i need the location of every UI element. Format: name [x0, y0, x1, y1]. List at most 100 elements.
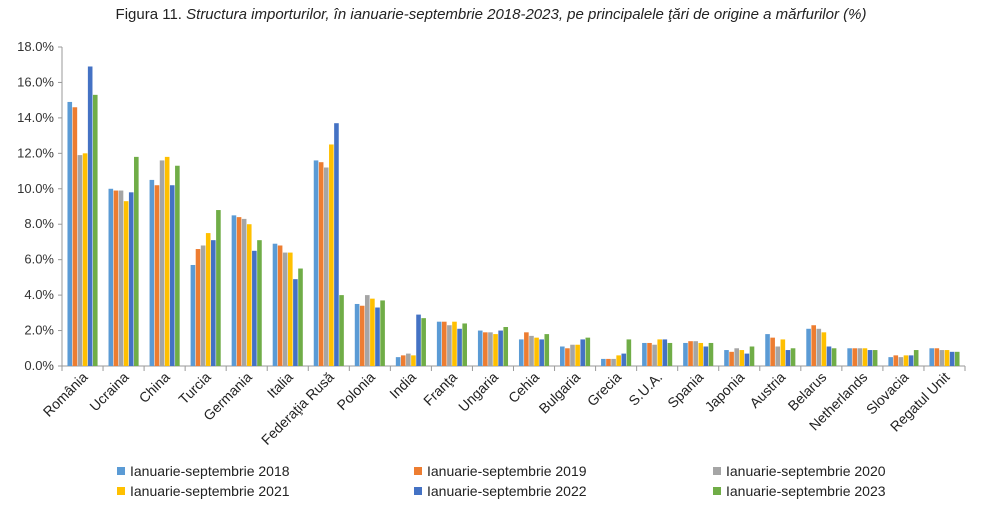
bar — [739, 350, 745, 366]
bar — [616, 355, 621, 366]
bar — [575, 344, 580, 366]
bar — [477, 330, 483, 366]
bar — [744, 353, 750, 366]
bar — [611, 358, 616, 366]
bar — [544, 334, 550, 366]
bar — [339, 295, 344, 366]
y-tick-label: 8.0% — [24, 216, 54, 231]
bar — [359, 305, 365, 366]
bar — [488, 332, 493, 366]
bar — [169, 185, 175, 366]
legend-label: Ianuarie-septembrie 2018 — [130, 463, 290, 479]
bar — [888, 357, 893, 366]
bar — [903, 355, 909, 366]
bar — [113, 190, 119, 366]
bar — [134, 156, 139, 366]
bar — [667, 342, 673, 366]
bar — [395, 357, 401, 366]
bar — [565, 348, 570, 366]
bar — [175, 165, 180, 366]
bar — [421, 318, 426, 366]
chart-title: Figura 11. Structura importurilor, în ia… — [0, 6, 982, 23]
bar — [216, 210, 221, 366]
bar — [816, 328, 822, 366]
bar — [164, 156, 170, 366]
x-tick-label: Federaţia Rusă — [258, 369, 337, 448]
bar — [898, 357, 904, 366]
y-tick-label: 2.0% — [24, 323, 54, 338]
chart-title-lead: Figura 11. — [115, 6, 182, 23]
bar — [411, 355, 416, 366]
bar — [724, 350, 729, 366]
bar — [323, 167, 329, 366]
bar — [929, 348, 935, 366]
bar — [400, 355, 406, 366]
bar — [534, 337, 539, 366]
bar — [406, 353, 411, 366]
bar — [954, 351, 960, 366]
bar — [72, 107, 78, 366]
bar — [370, 298, 375, 366]
bar — [647, 342, 652, 366]
bar — [652, 344, 657, 366]
bar — [154, 185, 160, 366]
legend: Ianuarie-septembrie 2018 Ianuarie-septemb… — [0, 460, 982, 504]
bar — [790, 348, 796, 366]
bar — [108, 188, 114, 366]
bar — [872, 350, 878, 366]
legend-item: Ianuarie-septembrie 2020 — [713, 463, 886, 479]
x-tick-label: Turcia — [175, 369, 214, 408]
y-tick-label: 16.0% — [17, 74, 54, 89]
bar — [867, 350, 873, 366]
x-tick-label: Spania — [664, 369, 706, 411]
y-tick-label: 14.0% — [17, 110, 54, 125]
bar — [749, 346, 755, 366]
bar — [698, 342, 704, 366]
bar — [354, 303, 360, 366]
bar — [662, 339, 668, 366]
legend-item: Ianuarie-septembrie 2021 — [117, 483, 290, 499]
bar — [503, 327, 509, 366]
bar — [236, 217, 242, 366]
y-axis: 0.0% 2.0% 4.0% 6.0% 8.0% 10.0% 12.0% 14.0% 16.0%… — [17, 39, 63, 373]
x-tick-label: Grecia — [584, 369, 625, 410]
y-tick-label: 6.0% — [24, 252, 54, 267]
x-tick-label: Austria — [746, 369, 788, 411]
bar — [908, 355, 914, 366]
bar — [118, 190, 124, 366]
x-tick-label: Bulgaria — [536, 369, 584, 417]
x-tick-label: Polonia — [334, 369, 378, 413]
bar — [457, 328, 462, 366]
y-tick-label: 18.0% — [17, 39, 54, 54]
bar-chart: 0.0% 2.0% 4.0% 6.0% 8.0% 10.0% 12.0% 14.0% 16.0%… — [17, 39, 966, 448]
bar — [775, 346, 781, 366]
bar — [693, 341, 698, 366]
bar — [621, 353, 627, 366]
legend-item: Ianuarie-septembrie 2022 — [414, 483, 587, 499]
bar — [364, 295, 370, 366]
bar — [493, 334, 498, 366]
x-tick-label: Franţa — [420, 369, 460, 409]
bar — [657, 339, 663, 366]
x-tick-label: România — [40, 369, 91, 420]
bar — [416, 314, 421, 366]
bar — [92, 94, 98, 366]
x-tick-label: Ungaria — [455, 369, 501, 415]
bar — [642, 342, 647, 366]
bar-series-group — [67, 66, 960, 366]
bar — [949, 351, 955, 366]
bar — [380, 300, 385, 366]
bar — [246, 224, 252, 366]
bar — [708, 342, 714, 366]
bar — [939, 350, 945, 366]
legend-label: Ianuarie-septembrie 2020 — [726, 463, 886, 479]
bar — [200, 245, 206, 366]
bar — [77, 155, 83, 366]
bar — [683, 342, 688, 366]
bar — [518, 339, 524, 366]
y-tick-label: 0.0% — [24, 358, 54, 373]
legend-swatch — [414, 487, 422, 495]
bar — [729, 351, 734, 366]
bar — [288, 252, 293, 366]
